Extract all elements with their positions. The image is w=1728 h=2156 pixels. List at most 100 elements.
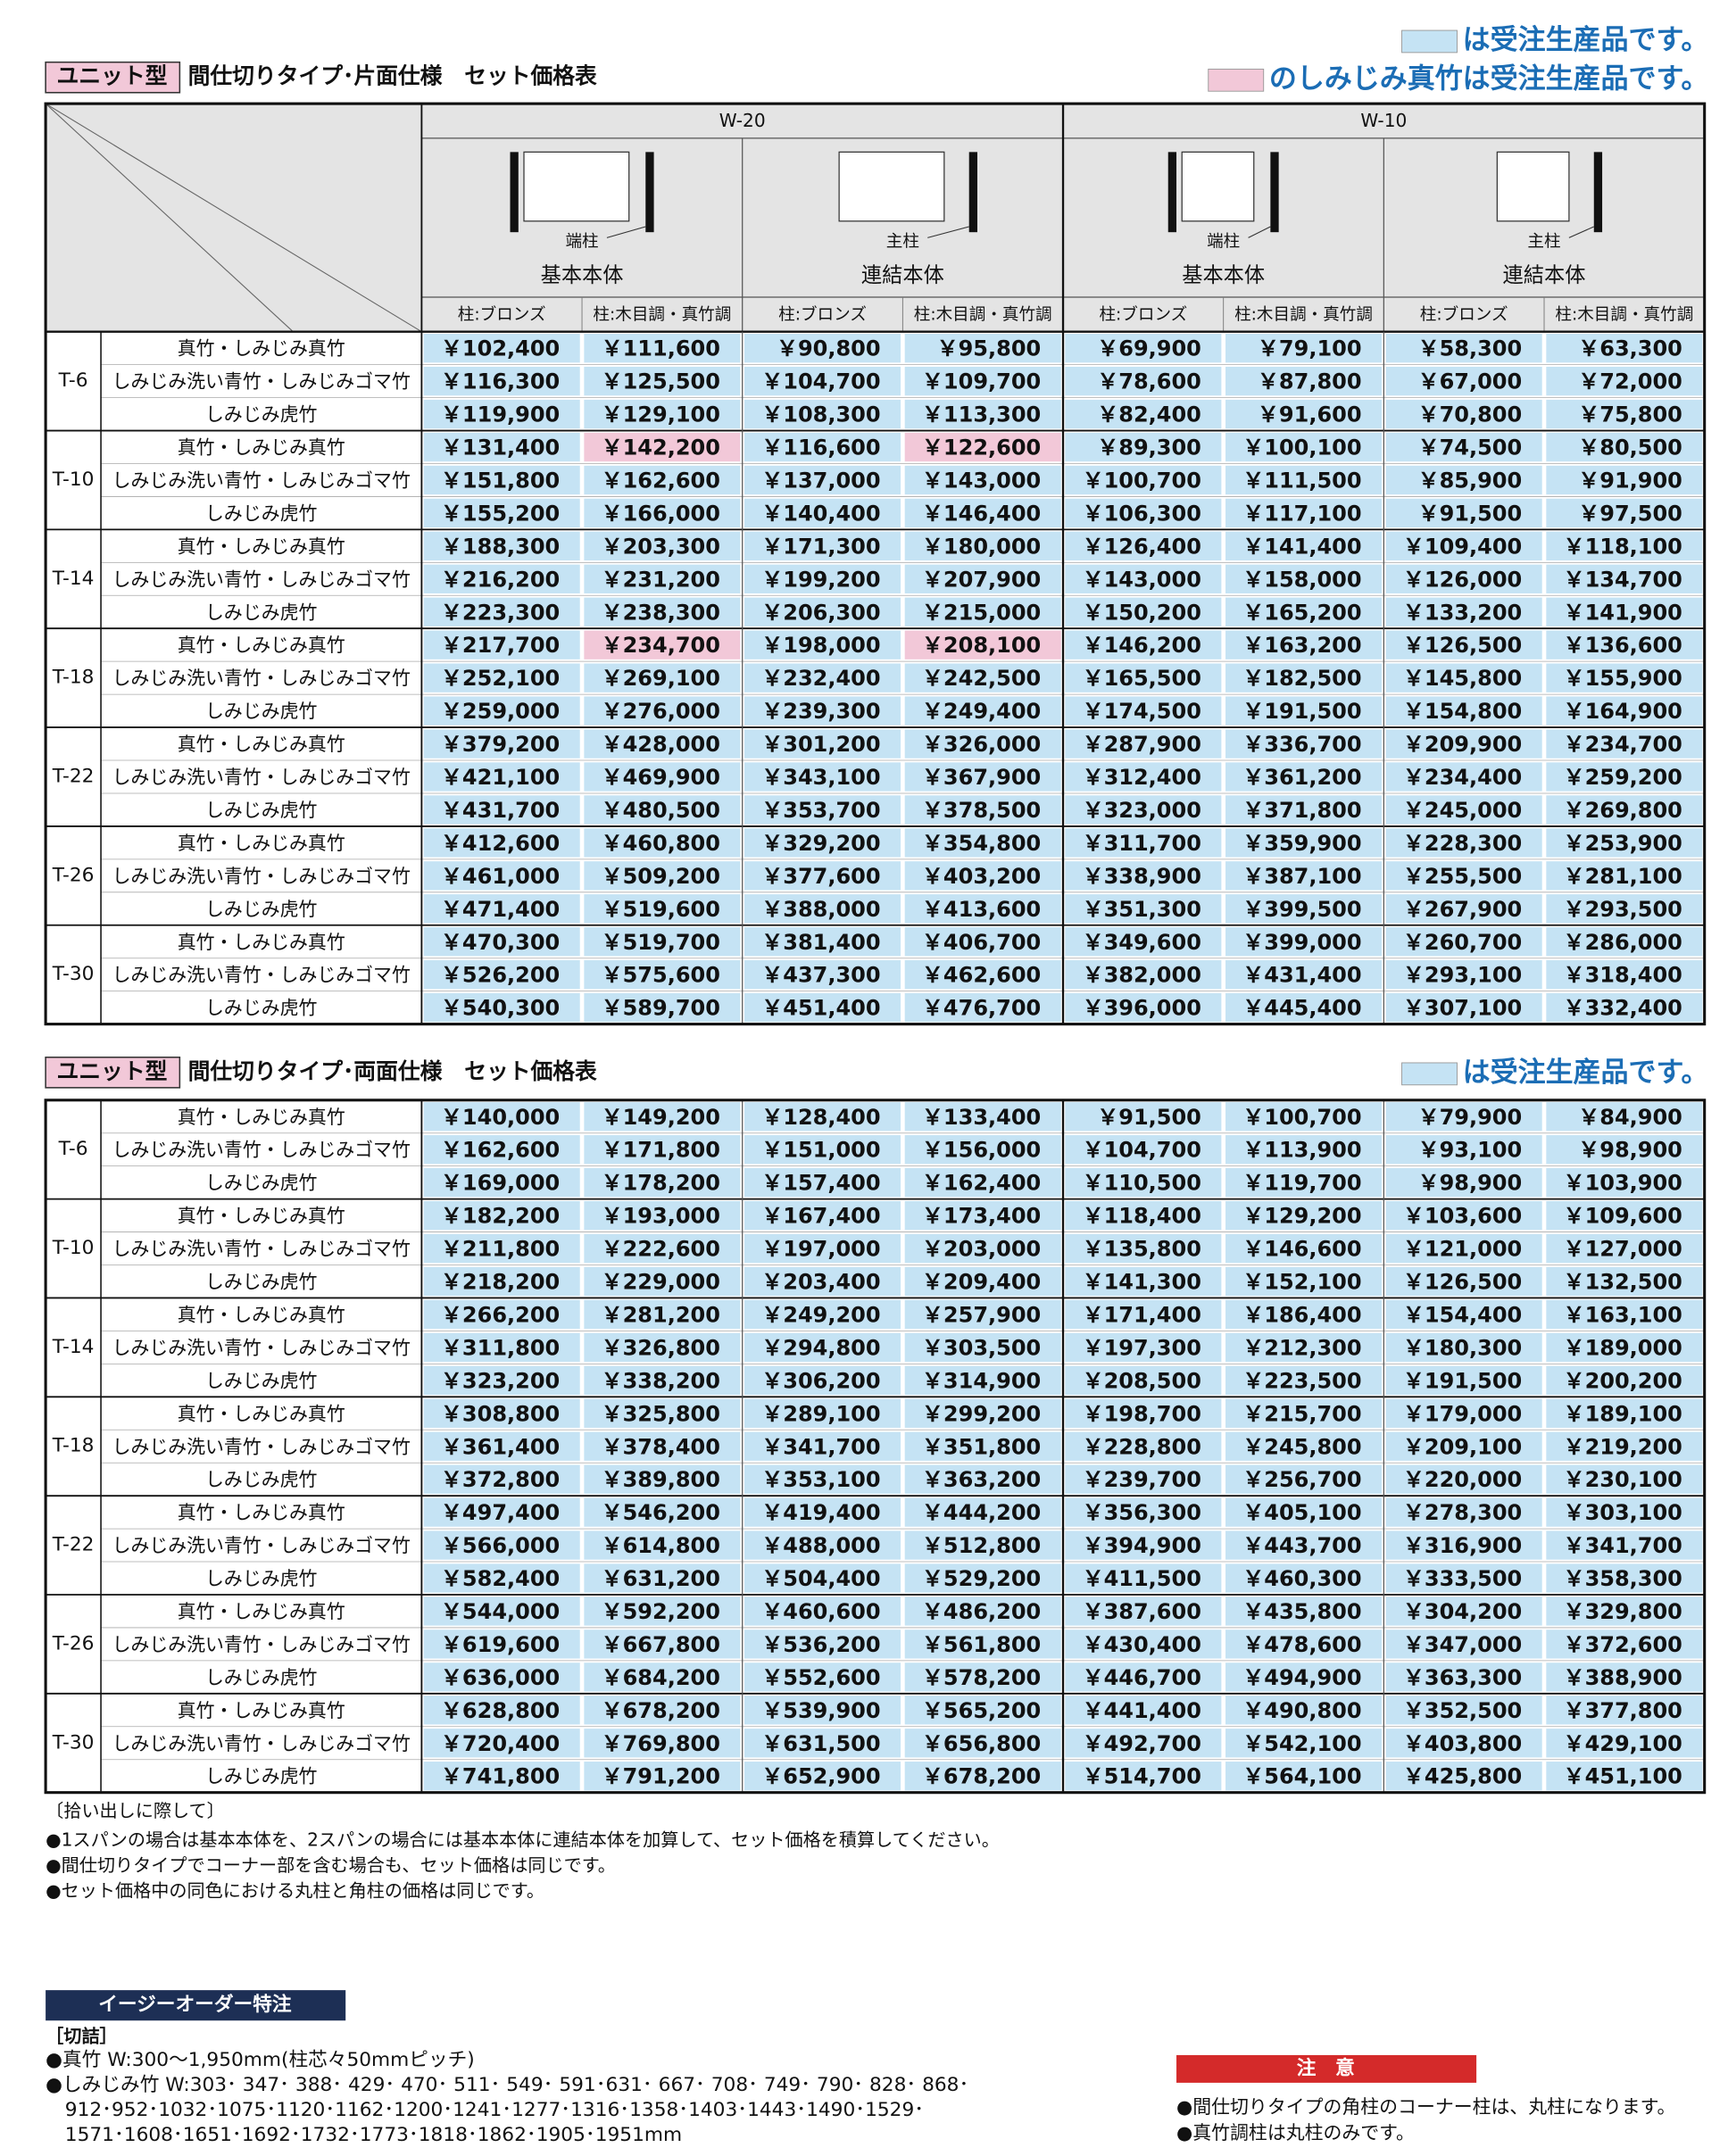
- size-label: T-14: [52, 568, 95, 590]
- price-cell: [1546, 1299, 1703, 1330]
- price: ￥720,400: [441, 1731, 560, 1756]
- price-cell: [584, 828, 741, 858]
- price: ￥104,700: [1083, 1138, 1201, 1163]
- price-cell: [1065, 762, 1222, 792]
- price-cell: [584, 992, 741, 1023]
- price: ￥75,800: [1578, 402, 1682, 427]
- price-cell: [1385, 795, 1542, 825]
- price: ￥87,800: [1258, 369, 1362, 394]
- size-label: T-30: [52, 1731, 95, 1754]
- price-cell: [744, 1398, 901, 1428]
- price-cell: [584, 1266, 741, 1297]
- price-cell: [1225, 1233, 1383, 1264]
- type-label: しみじみ虎竹: [205, 502, 317, 524]
- price: ￥109,700: [922, 369, 1041, 394]
- price: ￥90,800: [777, 336, 881, 361]
- price: ￥460,600: [761, 1599, 880, 1624]
- type-label: しみじみ洗い青竹・しみじみゴマ竹: [112, 1436, 411, 1457]
- price: ￥509,200: [602, 864, 720, 889]
- price: ￥276,000: [602, 699, 720, 724]
- easy-order-line: ●真竹 W:300～1,950mm(柱芯々50mmピッチ): [46, 2049, 475, 2071]
- body-name: 連結本体: [1503, 263, 1586, 287]
- price-cell: [1065, 1135, 1222, 1165]
- sub-header: 柱:ブロンズ: [1099, 305, 1187, 325]
- price: ￥377,600: [761, 864, 880, 889]
- price-cell: [744, 399, 901, 429]
- price-cell: [1225, 1729, 1383, 1758]
- price: ￥200,200: [1564, 1368, 1682, 1393]
- price-cell: [1385, 465, 1542, 495]
- price-cell: [1385, 1398, 1542, 1428]
- type-label: しみじみ洗い青竹・しみじみゴマ竹: [112, 1337, 411, 1358]
- easy-order-bar: [46, 1990, 346, 2021]
- price-cell: [1546, 1365, 1703, 1395]
- price-cell: [1065, 1530, 1222, 1560]
- price: ￥245,800: [1242, 1434, 1361, 1459]
- type-label: しみじみ虎竹: [205, 601, 317, 623]
- price: ￥239,300: [761, 699, 880, 724]
- price: ￥451,100: [1564, 1764, 1682, 1789]
- price: ￥267,900: [1403, 897, 1522, 922]
- price-cell: [1065, 1563, 1222, 1593]
- price: ￥394,900: [1083, 1533, 1201, 1558]
- price: ￥396,000: [1083, 996, 1201, 1021]
- price: ￥667,800: [602, 1632, 720, 1657]
- price-cell: [584, 1365, 741, 1395]
- price: ￥406,700: [922, 930, 1041, 955]
- price-cell: [1385, 992, 1542, 1023]
- price: ￥372,600: [1564, 1632, 1682, 1657]
- price: ￥117,100: [1242, 501, 1361, 526]
- price: ￥389,800: [602, 1467, 720, 1492]
- price: ￥118,100: [1564, 534, 1682, 559]
- price: ￥103,900: [1564, 1171, 1682, 1196]
- price-cell: [1225, 1135, 1383, 1165]
- price: ￥193,000: [602, 1204, 720, 1229]
- price-cell: [744, 1497, 901, 1527]
- price-cell: [744, 1365, 901, 1395]
- price: ￥382,000: [1083, 963, 1201, 988]
- size-label: T-10: [52, 469, 95, 491]
- price: ￥239,700: [1083, 1467, 1201, 1492]
- size-label: T-6: [58, 369, 88, 392]
- price-cell: [1385, 729, 1542, 759]
- price-cell: [584, 1663, 741, 1692]
- price: ￥151,800: [441, 469, 560, 493]
- price: ￥445,400: [1242, 996, 1361, 1021]
- price: ￥91,500: [1097, 1105, 1201, 1130]
- price: ￥351,300: [1083, 897, 1201, 922]
- price: ￥379,200: [441, 732, 560, 757]
- price-cell: [584, 960, 741, 990]
- price-cell: [1546, 1629, 1703, 1659]
- price-cell: [423, 366, 580, 396]
- price: ￥497,400: [441, 1500, 560, 1525]
- price: ￥174,500: [1083, 699, 1201, 724]
- price: ￥106,300: [1083, 501, 1201, 526]
- price-cell: [1065, 1431, 1222, 1461]
- price: ￥93,100: [1418, 1138, 1523, 1163]
- price-cell: [1065, 1365, 1222, 1395]
- price-cell: [423, 795, 580, 825]
- price-cell: [584, 1563, 741, 1593]
- price: ￥162,600: [441, 1138, 560, 1163]
- price-cell: [1385, 1233, 1542, 1264]
- price: ￥536,200: [761, 1632, 880, 1657]
- price-cell: [1225, 894, 1383, 924]
- price: ￥70,800: [1418, 402, 1523, 427]
- price: ￥209,900: [1403, 732, 1522, 757]
- price-cell: [1225, 861, 1383, 891]
- price: ￥146,400: [922, 501, 1041, 526]
- price-cell: [904, 1596, 1061, 1626]
- price: ￥133,200: [1403, 600, 1522, 625]
- price-cell: [1225, 366, 1383, 396]
- leader: [1568, 226, 1594, 238]
- price-cell: [1065, 1596, 1222, 1626]
- type-label: 真竹・しみじみ真竹: [178, 1700, 345, 1721]
- price-cell: [1385, 1167, 1542, 1198]
- price: ￥97,500: [1578, 501, 1682, 526]
- price: ￥182,200: [441, 1204, 560, 1229]
- price-cell: [1065, 1629, 1222, 1659]
- price: ￥110,500: [1083, 1171, 1201, 1196]
- price-cell: [1225, 597, 1383, 626]
- price: ￥329,200: [761, 831, 880, 856]
- price: ￥278,300: [1403, 1500, 1522, 1525]
